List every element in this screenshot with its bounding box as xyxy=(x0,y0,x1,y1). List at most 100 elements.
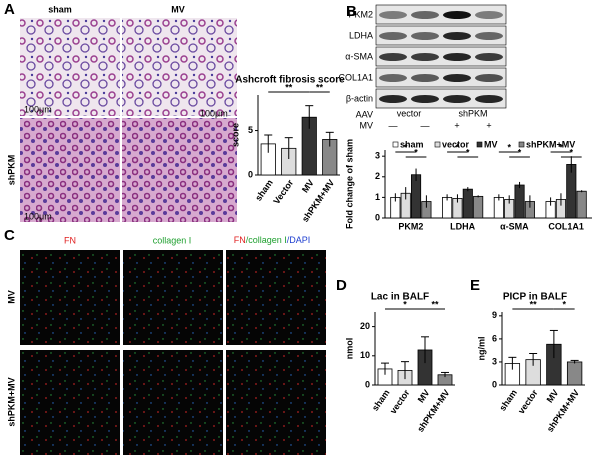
row-label: MV xyxy=(6,290,16,304)
panel-letter: D xyxy=(336,277,347,294)
histology-image xyxy=(122,118,237,222)
x-tick-label: Vector xyxy=(271,177,295,206)
significance-label: * xyxy=(559,142,563,152)
blot-band xyxy=(443,11,471,19)
bar xyxy=(462,188,473,219)
row-label: shPKM+MV xyxy=(6,377,16,426)
y-tick-label: 1 xyxy=(375,192,380,202)
blot-band xyxy=(475,74,503,82)
bar xyxy=(576,190,587,219)
panel-letter: B xyxy=(346,3,357,20)
legend-label: MV xyxy=(484,139,498,149)
blot-band xyxy=(443,32,471,40)
y-axis-label: score xyxy=(230,123,240,147)
bar xyxy=(514,184,525,219)
scale-bar: 100μm xyxy=(200,108,228,118)
column-label: sham xyxy=(48,4,72,14)
significance-label: * xyxy=(404,142,408,152)
stain-label: /collagen I xyxy=(246,235,287,245)
column-label: MV xyxy=(171,4,185,14)
significance-label: ** xyxy=(431,299,439,309)
x-tick-label: MV xyxy=(416,388,432,405)
blot-band xyxy=(379,74,407,82)
stain-label: FN xyxy=(64,235,76,245)
histology-image xyxy=(122,18,237,116)
blot-label: COL1A1 xyxy=(338,72,373,82)
blot-label: PKM2 xyxy=(348,9,373,19)
legend-swatch xyxy=(392,141,399,148)
panel-letter: E xyxy=(470,277,480,294)
scale-bar: 100μm xyxy=(24,211,52,221)
blot-label: LDHA xyxy=(349,30,373,40)
blot-band xyxy=(475,95,503,103)
significance-label: * xyxy=(518,147,522,157)
y-tick-label: 0 xyxy=(492,379,497,389)
y-axis-label: nmol xyxy=(344,338,354,360)
stain-label: /DAPI xyxy=(287,235,311,245)
y-tick-label: 20 xyxy=(360,321,370,331)
legend-label: sham xyxy=(400,139,424,149)
y-axis-label: Fold change of sham xyxy=(344,139,354,229)
blot-band xyxy=(475,53,503,61)
significance-label: ** xyxy=(285,82,293,92)
stain-label: FN/collagen I/DAPI xyxy=(234,235,311,245)
blot-strip xyxy=(375,46,507,67)
legend-swatch xyxy=(434,141,441,148)
significance-label: * xyxy=(507,142,511,152)
y-tick-label: 0 xyxy=(365,379,370,389)
x-tick-label: COL1A1 xyxy=(548,221,584,231)
legend-swatch xyxy=(518,141,525,148)
blot-band xyxy=(475,11,503,19)
blot-strip xyxy=(375,25,507,46)
blot-label: MV xyxy=(360,120,374,130)
blot-band xyxy=(411,95,439,103)
x-tick-label: vector xyxy=(516,387,540,415)
panel-letter: C xyxy=(4,227,15,244)
fluorescence-image xyxy=(123,350,223,455)
fluorescence-image xyxy=(20,250,120,345)
chart-title: PICP in BALF xyxy=(503,292,567,303)
fluorescence-image xyxy=(226,250,326,345)
fluorescence-image xyxy=(226,350,326,455)
blot-band xyxy=(411,53,439,61)
significance-label: * xyxy=(570,147,574,157)
x-tick-label: PKM2 xyxy=(398,221,423,231)
y-tick-label: 9 xyxy=(492,310,497,320)
x-tick-label: LDHA xyxy=(450,221,475,231)
blot-band xyxy=(475,32,503,40)
significance-label: * xyxy=(456,142,460,152)
blot-band xyxy=(411,32,439,40)
panel-letter: A xyxy=(4,1,15,18)
y-tick-label: 3 xyxy=(492,356,497,366)
stain-label: FN xyxy=(234,235,246,245)
blot-label: β-actin xyxy=(346,93,373,103)
blot-band xyxy=(443,74,471,82)
group-label: vector xyxy=(397,108,422,118)
y-tick-label: 5 xyxy=(248,125,253,135)
blot-band xyxy=(443,53,471,61)
y-tick-label: 6 xyxy=(492,333,497,343)
blot-strip xyxy=(375,4,507,25)
histology-image xyxy=(20,118,120,222)
significance-label: * xyxy=(466,147,470,157)
blot-band xyxy=(379,11,407,19)
significance-label: * xyxy=(403,299,407,309)
blot-strip xyxy=(375,67,507,88)
bar xyxy=(473,195,484,219)
treatment-mark: — xyxy=(389,120,398,130)
significance-label: ** xyxy=(316,82,324,92)
bar xyxy=(410,174,422,219)
chart-title: Lac in BALF xyxy=(371,292,429,303)
y-tick-label: 0 xyxy=(375,212,380,222)
treatment-mark: — xyxy=(421,120,430,130)
significance-label: * xyxy=(562,299,566,309)
x-tick-label: vector xyxy=(388,387,412,415)
significance-label: ** xyxy=(530,299,538,309)
y-axis-label: ng/ml xyxy=(476,337,486,361)
row-label: shPKM xyxy=(6,155,16,186)
significance-label: * xyxy=(414,147,418,157)
x-tick-label: α-SMA xyxy=(500,221,529,231)
y-tick-label: 10 xyxy=(360,350,370,360)
